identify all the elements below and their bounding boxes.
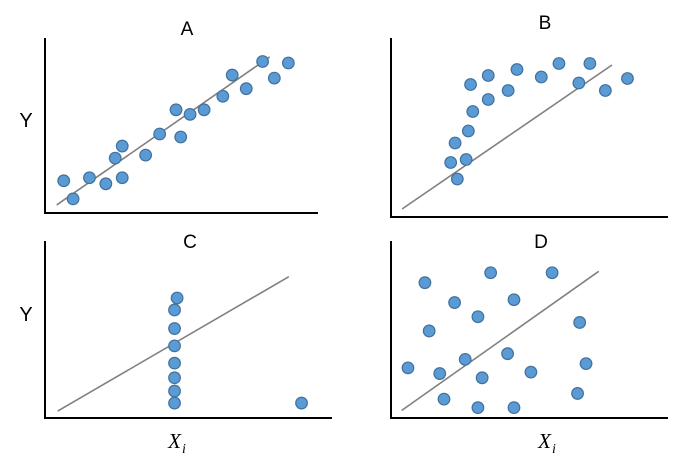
panel-b-point-2 bbox=[450, 172, 464, 186]
panel-b-point-5 bbox=[461, 124, 475, 138]
panel-c-point-8 bbox=[170, 291, 184, 305]
panel-b-point-16 bbox=[598, 84, 612, 97]
panel-d-point-1 bbox=[418, 276, 432, 290]
panel-b-point-9 bbox=[481, 93, 495, 106]
panel-a-point-12 bbox=[183, 107, 197, 121]
panel-d-point-8 bbox=[573, 316, 587, 329]
panel-a-point-15 bbox=[225, 68, 239, 82]
panel-d-point-6 bbox=[471, 310, 485, 324]
panel-c: C Y Xi bbox=[19, 232, 332, 457]
panel-c-point-6 bbox=[168, 322, 181, 335]
panel-b-point-15 bbox=[583, 57, 597, 70]
panel-a-point-17 bbox=[256, 55, 270, 68]
panel-b: B bbox=[390, 13, 668, 218]
panel-d-point-12 bbox=[433, 367, 447, 380]
panel-c-point-3 bbox=[168, 371, 181, 385]
panel-a-point-13 bbox=[197, 103, 211, 117]
panel-d-point-7 bbox=[422, 324, 436, 338]
panel-c-point-2 bbox=[168, 384, 181, 398]
panel-d-fit-line bbox=[401, 270, 600, 412]
panel-a-point-8 bbox=[139, 148, 153, 162]
panel-a-point-19 bbox=[281, 56, 295, 70]
panel-d-point-15 bbox=[579, 357, 593, 371]
panel-b-point-4 bbox=[459, 153, 473, 166]
panel-c-point-1 bbox=[168, 396, 181, 410]
panel-b-point-1 bbox=[444, 156, 458, 169]
panel-a-point-14 bbox=[216, 89, 230, 103]
panel-c-point-7 bbox=[168, 303, 181, 317]
panel-b-point-6 bbox=[466, 105, 480, 118]
panel-a-point-16 bbox=[239, 82, 253, 96]
panel-d-point-2 bbox=[484, 266, 498, 280]
panel-b-point-8 bbox=[481, 69, 495, 82]
panel-d-point-11 bbox=[401, 361, 415, 375]
panel-a: A Y bbox=[19, 19, 318, 214]
panel-b-point-3 bbox=[448, 136, 462, 150]
panel-d-point-19 bbox=[571, 387, 584, 400]
panel-b-point-12 bbox=[534, 70, 548, 84]
panel-d-point-13 bbox=[524, 365, 538, 379]
panel-a-point-1 bbox=[57, 174, 71, 188]
panel-b-plot bbox=[401, 57, 634, 210]
panel-a-point-18 bbox=[267, 71, 281, 85]
panel-b-point-11 bbox=[510, 63, 524, 76]
panel-b-point-17 bbox=[621, 72, 634, 85]
panel-d-point-5 bbox=[507, 293, 521, 307]
panel-a-point-5 bbox=[108, 151, 122, 165]
panel-d: D Xi bbox=[390, 232, 668, 457]
panel-b-point-10 bbox=[501, 84, 515, 97]
panel-d-x-axis-label: Xi bbox=[537, 429, 556, 457]
panel-a-plot bbox=[56, 55, 295, 206]
panel-c-plot bbox=[57, 275, 308, 412]
panel-d-point-14 bbox=[475, 371, 489, 385]
panel-d-point-18 bbox=[507, 401, 521, 415]
panel-d-plot bbox=[401, 266, 600, 415]
panel-d-title: D bbox=[534, 232, 548, 253]
panel-b-point-7 bbox=[464, 78, 477, 91]
panel-c-y-axis-label: Y bbox=[19, 304, 32, 326]
panel-c-title: C bbox=[183, 232, 197, 253]
panel-a-title: A bbox=[181, 19, 194, 40]
panel-a-point-7 bbox=[115, 139, 129, 153]
panel-d-point-3 bbox=[545, 266, 559, 280]
panel-a-point-3 bbox=[83, 171, 96, 185]
panel-c-point-4 bbox=[168, 356, 181, 370]
panel-a-point-6 bbox=[115, 171, 129, 185]
panel-d-point-16 bbox=[437, 392, 451, 406]
panel-a-point-9 bbox=[153, 127, 167, 141]
panel-b-point-14 bbox=[572, 76, 586, 90]
panel-c-x-axis-label: Xi bbox=[167, 429, 186, 457]
panel-a-point-4 bbox=[99, 177, 113, 191]
panel-d-point-9 bbox=[458, 352, 472, 366]
panel-c-point-9 bbox=[295, 396, 308, 410]
panel-c-point-5 bbox=[168, 339, 181, 353]
panel-a-point-2 bbox=[66, 192, 80, 206]
panel-d-point-4 bbox=[448, 296, 462, 309]
panel-b-title: B bbox=[539, 13, 552, 34]
panel-a-y-axis-label: Y bbox=[19, 110, 32, 132]
panel-a-point-10 bbox=[169, 103, 183, 117]
panel-a-point-11 bbox=[174, 130, 188, 144]
panel-d-point-17 bbox=[471, 401, 485, 415]
panel-d-point-10 bbox=[501, 347, 515, 361]
panel-b-point-13 bbox=[552, 57, 566, 70]
